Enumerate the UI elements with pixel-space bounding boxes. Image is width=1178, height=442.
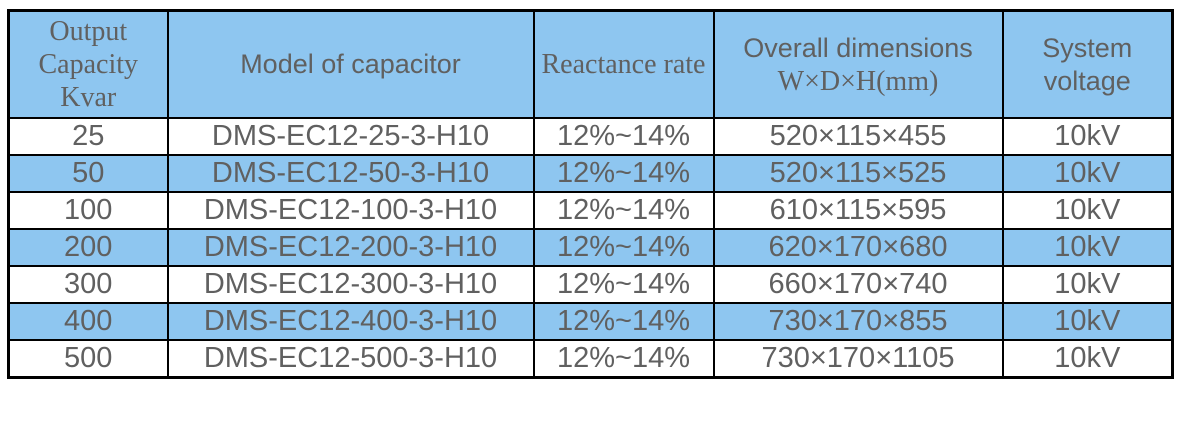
cell-model: DMS-EC12-300-3-H10 <box>166 265 535 304</box>
cell-voltage: 10kV <box>1001 302 1174 341</box>
cell-voltage: 10kV <box>1001 154 1174 193</box>
column-header-output-capacity: Output Capacity Kvar <box>7 9 169 119</box>
cell-dimensions: 620×170×680 <box>712 228 1004 267</box>
capacitor-spec-table: Output Capacity Kvar Model of capacitor … <box>7 9 1174 379</box>
table-row: 400 DMS-EC12-400-3-H10 12%~14% 730×170×8… <box>7 302 1174 341</box>
cell-capacity: 50 <box>7 154 169 193</box>
cell-dimensions: 520×115×525 <box>712 154 1004 193</box>
cell-capacity: 100 <box>7 191 169 230</box>
cell-model: DMS-EC12-200-3-H10 <box>166 228 535 267</box>
cell-reactance: 12%~14% <box>532 228 715 267</box>
cell-reactance: 12%~14% <box>532 191 715 230</box>
cell-model: DMS-EC12-400-3-H10 <box>166 302 535 341</box>
cell-capacity: 200 <box>7 228 169 267</box>
cell-model: DMS-EC12-50-3-H10 <box>166 154 535 193</box>
cell-model: DMS-EC12-500-3-H10 <box>166 339 535 379</box>
cell-model: DMS-EC12-25-3-H10 <box>166 117 535 156</box>
cell-reactance: 12%~14% <box>532 339 715 379</box>
column-header-overall-dimensions: Overall dimensions W×D×H(mm) <box>712 9 1004 119</box>
column-header-overall-dimensions-title: Overall dimensions <box>743 32 973 63</box>
column-header-dimensions-unit: W×D×H(mm) <box>777 65 939 97</box>
table-row: 100 DMS-EC12-100-3-H10 12%~14% 610×115×5… <box>7 191 1174 230</box>
column-header-model: Model of capacitor <box>166 9 535 119</box>
header-row: Output Capacity Kvar Model of capacitor … <box>7 9 1174 119</box>
cell-dimensions: 730×170×855 <box>712 302 1004 341</box>
cell-dimensions: 610×115×595 <box>712 191 1004 230</box>
cell-dimensions: 520×115×455 <box>712 117 1004 156</box>
cell-dimensions: 660×170×740 <box>712 265 1004 304</box>
table-header: Output Capacity Kvar Model of capacitor … <box>7 9 1174 119</box>
cell-dimensions: 730×170×1105 <box>712 339 1004 379</box>
cell-voltage: 10kV <box>1001 265 1174 304</box>
cell-voltage: 10kV <box>1001 339 1174 379</box>
table-body: 25 DMS-EC12-25-3-H10 12%~14% 520×115×455… <box>7 117 1174 379</box>
cell-voltage: 10kV <box>1001 117 1174 156</box>
table-row: 300 DMS-EC12-300-3-H10 12%~14% 660×170×7… <box>7 265 1174 304</box>
cell-reactance: 12%~14% <box>532 154 715 193</box>
cell-voltage: 10kV <box>1001 228 1174 267</box>
cell-reactance: 12%~14% <box>532 302 715 341</box>
table-row: 50 DMS-EC12-50-3-H10 12%~14% 520×115×525… <box>7 154 1174 193</box>
cell-reactance: 12%~14% <box>532 117 715 156</box>
table-row: 500 DMS-EC12-500-3-H10 12%~14% 730×170×1… <box>7 339 1174 379</box>
table-row: 25 DMS-EC12-25-3-H10 12%~14% 520×115×455… <box>7 117 1174 156</box>
cell-model: DMS-EC12-100-3-H10 <box>166 191 535 230</box>
cell-reactance: 12%~14% <box>532 265 715 304</box>
cell-voltage: 10kV <box>1001 191 1174 230</box>
cell-capacity: 25 <box>7 117 169 156</box>
cell-capacity: 500 <box>7 339 169 379</box>
cell-capacity: 300 <box>7 265 169 304</box>
column-header-reactance-rate: Reactance rate <box>532 9 715 119</box>
cell-capacity: 400 <box>7 302 169 341</box>
column-header-system-voltage: System voltage <box>1001 9 1174 119</box>
table-row: 200 DMS-EC12-200-3-H10 12%~14% 620×170×6… <box>7 228 1174 267</box>
